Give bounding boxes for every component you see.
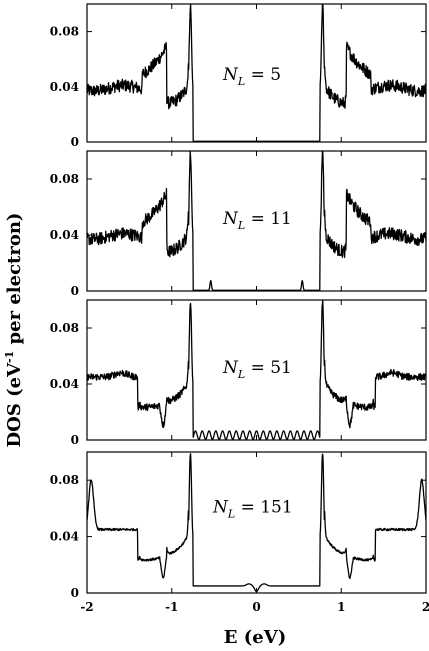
x-tick-label: -1 (165, 600, 178, 614)
y-tick-label: 0.04 (50, 377, 79, 391)
panel-annotation: NL = 5 (222, 65, 281, 88)
y-tick-label: 0.08 (50, 473, 79, 487)
y-tick-label: 0.04 (50, 530, 79, 544)
y-tick-label: 0.08 (50, 25, 79, 39)
dos-curve (86, 3, 427, 142)
y-tick-label: 0.04 (50, 80, 79, 94)
y-tick-label: 0.08 (50, 172, 79, 186)
x-tick-label: 1 (337, 600, 345, 614)
panel-4: 0 0.04 0.08 NL = 151 (50, 451, 427, 600)
y-tick-label: 0 (71, 135, 79, 149)
dos-curve (86, 299, 427, 440)
dos-curve (86, 150, 427, 291)
panel-frame (86, 451, 427, 594)
panels: 0 0.04 0.08 NL = 5 0 0.04 0.08 NL = 11 0 0.04 0.08… (50, 3, 427, 600)
y-tick-label: 0 (71, 433, 79, 447)
panel-annotation: NL = 151 (212, 498, 293, 521)
y-axis-title-sup: -1 (3, 351, 16, 363)
panel-2: 0 0.04 0.08 NL = 11 (50, 150, 427, 298)
y-tick-label: 0.08 (50, 321, 79, 335)
x-tick-labels: -2 -1 0 1 2 (80, 600, 429, 614)
dos-curve (86, 453, 427, 593)
y-tick-label: 0.04 (50, 228, 79, 242)
panel-3: 0 0.04 0.08 NL = 51 (50, 299, 427, 447)
y-axis-title-rest: per electron) (4, 213, 25, 351)
y-axis-title-main: DOS (eV (4, 362, 25, 448)
panel-annotation: NL = 11 (222, 209, 292, 232)
y-tick-label: 0 (71, 284, 79, 298)
x-tick-label: -2 (80, 600, 93, 614)
panel-annotation: NL = 51 (222, 358, 292, 381)
x-axis-title: E (eV) (224, 627, 286, 648)
panel-1: 0 0.04 0.08 NL = 5 (50, 3, 427, 149)
x-tick-label: 0 (252, 600, 260, 614)
x-tick-label: 2 (422, 600, 429, 614)
y-axis-title: DOS (eV-1 per electron) (3, 213, 25, 448)
y-tick-label: 0 (71, 586, 79, 600)
